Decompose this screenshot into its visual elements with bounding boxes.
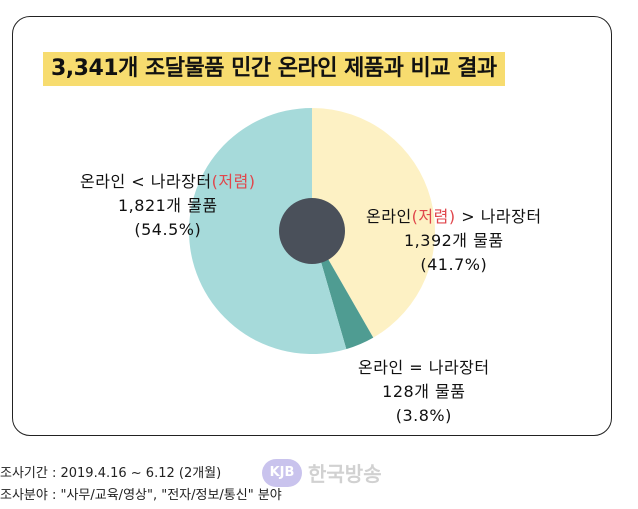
- slice-label-online-cheaper: 온라인(저렴) > 나라장터 1,392개 물품 (41.7%): [366, 205, 542, 277]
- pie-slice-equal: [312, 231, 374, 350]
- survey-period: 조사기간 : 2019.4.16 ~ 6.12 (2개월): [0, 466, 222, 481]
- broadcaster-name: 한국방송: [308, 462, 382, 486]
- slice-percent: (41.7%): [420, 255, 488, 274]
- chart-title: 3,341개 조달물품 민간 온라인 제품과 비교 결과: [43, 52, 505, 86]
- slice-percent: (3.8%): [395, 406, 452, 425]
- slice-count: 1,392개 물품: [404, 231, 504, 250]
- pie-slice-naramarket-cheaper: [189, 108, 347, 355]
- slice-percent: (54.5%): [134, 220, 202, 239]
- slice-count: 128개 물품: [382, 382, 466, 401]
- slice-label-equal: 온라인 = 나라장터 128개 물품 (3.8%): [358, 356, 490, 428]
- slice-count: 1,821개 물품: [118, 196, 218, 215]
- slice-label-naramarket-cheaper: 온라인 < 나라장터(저렴) 1,821개 물품 (54.5%): [80, 170, 256, 242]
- broadcaster-logo: KJB: [262, 458, 302, 487]
- pie-center-hole: [279, 198, 345, 264]
- survey-fields: 조사분야 : "사무/교육/영상", "전자/정보/통신" 분야: [0, 488, 282, 503]
- broadcaster-watermark: KJB 한국방송: [262, 458, 382, 487]
- pie-slice-online-cheaper: [312, 108, 435, 338]
